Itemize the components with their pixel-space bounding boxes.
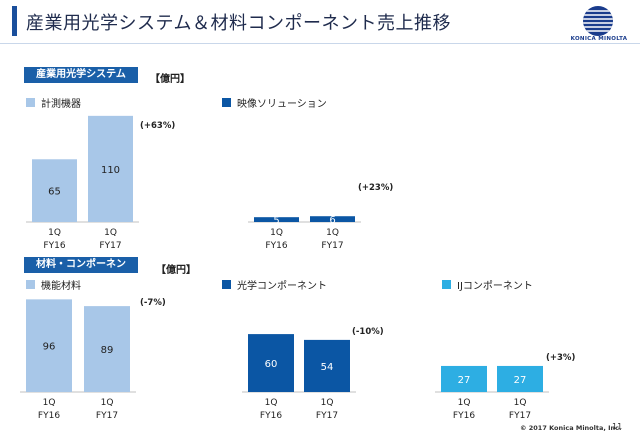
unit-label-materials: 【億円】 (156, 265, 196, 276)
bar-value-label: 27 (514, 375, 527, 386)
bar-value-label: 89 (101, 345, 114, 356)
legend-functional: 機能材料 (26, 277, 81, 292)
growth-annotation: (+63%) (140, 121, 175, 131)
growth-annotation: (+3%) (546, 353, 575, 363)
category-tick-label: FY16 (43, 241, 65, 251)
legend-optical-component: 光学コンポーネント (222, 277, 327, 292)
category-tick-label: 1Q (104, 228, 117, 238)
bar (88, 115, 133, 222)
bar (254, 217, 299, 222)
bar-value-label: 65 (48, 187, 61, 198)
category-tick-label: FY17 (99, 241, 121, 251)
bar-value-label: 110 (101, 165, 120, 176)
bar (84, 306, 130, 392)
bar-value-label: 96 (43, 342, 56, 353)
page-title: 産業用光学システム＆材料コンポーネント売上推移 (26, 13, 451, 34)
title-accent (12, 6, 17, 36)
legend-label: 光学コンポーネント (237, 281, 327, 292)
legend-swatch (222, 280, 231, 289)
category-tick-label: FY16 (260, 411, 282, 421)
growth-annotation: (+23%) (358, 183, 393, 193)
category-tick-label: 1Q (514, 398, 527, 408)
category-tick-label: 1Q (321, 398, 334, 408)
category-tick-label: 1Q (270, 228, 283, 238)
legend-imaging: 映像ソリューション (222, 95, 327, 110)
category-tick-label: 1Q (48, 228, 61, 238)
bar (441, 365, 487, 392)
bar (26, 299, 72, 392)
bar-value-label: 5 (273, 216, 279, 227)
legend-swatch (442, 280, 451, 289)
bar-value-label: 6 (329, 215, 335, 226)
growth-annotation: (-10%) (352, 327, 384, 337)
category-tick-label: 1Q (458, 398, 471, 408)
category-tick-label: 1Q (43, 398, 56, 408)
category-tick-label: FY16 (38, 411, 60, 421)
category-tick-label: 1Q (326, 228, 339, 238)
category-tick-label: FY17 (509, 411, 531, 421)
bar (497, 365, 543, 392)
bar (304, 339, 350, 392)
category-tick-label: FY16 (265, 241, 287, 251)
legend-swatch (26, 280, 35, 289)
legend-label: 計測機器 (41, 99, 81, 110)
legend-label: IJコンポーネント (457, 281, 533, 292)
title-bar: 産業用光学システム＆材料コンポーネント売上推移 (0, 0, 640, 44)
category-tick-label: 1Q (265, 398, 278, 408)
legend-label: 機能材料 (41, 281, 81, 292)
bar-value-label: 27 (458, 375, 471, 386)
category-tick-label: FY17 (96, 411, 118, 421)
bar (248, 334, 294, 392)
page-number: 11 (612, 422, 623, 431)
category-tick-label: 1Q (101, 398, 114, 408)
section-tag-materials: 材料・コンポーネント (24, 257, 138, 286)
category-tick-label: FY17 (321, 241, 343, 251)
legend-label: 映像ソリューション (237, 99, 327, 110)
section-tag-optical: 産業用光学システム (24, 67, 138, 83)
legend-ij-component: IJコンポーネント (442, 277, 533, 292)
legend-measuring: 計測機器 (26, 95, 81, 110)
legend-swatch (26, 98, 35, 107)
category-tick-label: FY17 (316, 411, 338, 421)
bar (310, 216, 355, 222)
legend-swatch (222, 98, 231, 107)
copyright: © 2017 Konica Minolta, Inc. (520, 424, 622, 432)
bar-value-label: 60 (265, 359, 278, 370)
growth-annotation: (-7%) (140, 298, 166, 308)
logo-text: KONICA MINOLTA (570, 36, 628, 42)
konica-minolta-logo-icon (583, 6, 613, 36)
bar (32, 159, 77, 222)
unit-label-optical: 【億円】 (150, 74, 190, 85)
category-tick-label: FY16 (453, 411, 475, 421)
bar-value-label: 54 (321, 362, 334, 373)
